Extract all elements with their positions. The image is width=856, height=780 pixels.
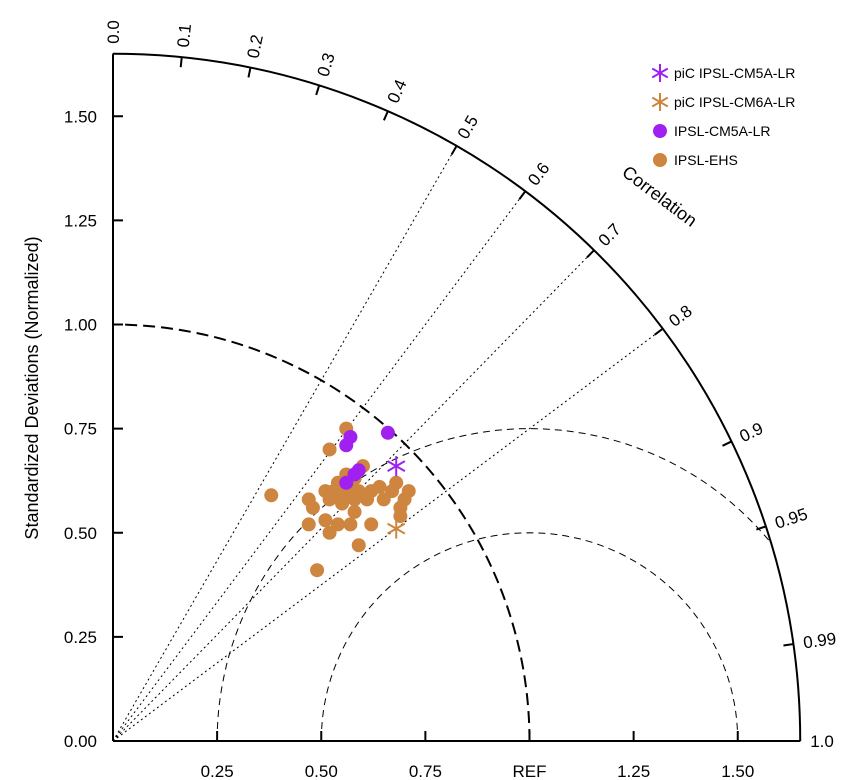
correlation-tick — [382, 110, 389, 121]
data-point — [372, 479, 387, 494]
x-tick-label: 0.25 — [201, 762, 234, 780]
y-tick-label: 0.00 — [64, 732, 97, 751]
data-point — [343, 517, 358, 532]
y-tick-label: 0.25 — [64, 628, 97, 647]
rms-arc — [320, 532, 739, 742]
legend-marker-asterisk — [651, 64, 669, 82]
data-point — [347, 492, 362, 507]
data-point — [318, 513, 333, 528]
legend-marker-circle — [653, 153, 667, 167]
legend-marker-circle — [653, 124, 667, 138]
correlation-radial-line — [112, 328, 664, 742]
data-point — [339, 475, 354, 490]
correlation-tick-label: 0.6 — [524, 159, 553, 189]
correlation-tick — [586, 249, 595, 259]
correlation-tick — [756, 525, 767, 531]
data-point — [351, 538, 366, 553]
legend-entry-label: piC IPSL-CM5A-LR — [674, 65, 795, 81]
data-point — [310, 563, 325, 578]
correlation-tick — [654, 327, 664, 336]
correlation-axis-title: Correlation — [618, 162, 700, 231]
data-point — [347, 504, 362, 519]
correlation-tick-label: 0.8 — [665, 301, 695, 330]
data-point — [376, 492, 391, 507]
data-point — [339, 438, 354, 453]
data-point — [380, 425, 395, 440]
correlation-tick-label: 0.9 — [737, 419, 767, 446]
legend-marker-asterisk — [651, 93, 669, 111]
outer-correlation-arc — [112, 52, 802, 742]
correlation-tick-label: 0.5 — [454, 112, 482, 142]
correlation-tick-label: 0.7 — [595, 220, 625, 250]
data-point — [360, 492, 375, 507]
data-point — [364, 517, 379, 532]
data-point — [322, 442, 337, 457]
correlation-tick-label: 0.0 — [104, 20, 123, 44]
x-tick-label: 0.75 — [409, 762, 442, 780]
x-tick-label: 1.50 — [721, 762, 754, 780]
y-tick-label: 0.75 — [64, 420, 97, 439]
correlation-tick-label: 0.2 — [244, 33, 267, 60]
data-point — [322, 492, 337, 507]
y-tick-label: 0.50 — [64, 524, 97, 543]
y-tick-label: 1.00 — [64, 316, 97, 335]
correlation-tick — [450, 145, 458, 156]
data-point-asterisk — [387, 518, 406, 539]
x-tick-label: REF — [513, 762, 547, 780]
correlation-tick — [179, 57, 183, 68]
correlation-tick — [722, 440, 732, 447]
correlation-radial-line — [112, 190, 526, 742]
data-point — [301, 517, 316, 532]
correlation-tick-label: 0.1 — [174, 23, 195, 48]
data-point-asterisk — [387, 456, 406, 477]
correlation-tick-label: 0.95 — [773, 504, 810, 532]
data-point — [264, 488, 279, 503]
correlation-tick-label: 1.0 — [810, 732, 834, 751]
correlation-tick-label: 0.99 — [802, 629, 837, 652]
rms-arc — [216, 428, 770, 742]
correlation-tick — [518, 190, 527, 200]
correlation-tick-label: 0.4 — [384, 77, 411, 106]
grid-layer — [112, 145, 770, 742]
correlation-tick — [315, 85, 321, 96]
x-tick-label: 0.50 — [305, 762, 338, 780]
correlation-tick — [783, 643, 794, 647]
correlation-tick-label: 0.3 — [314, 51, 339, 79]
data-point — [322, 525, 337, 540]
data-point — [305, 500, 320, 515]
legend-entry-label: piC IPSL-CM6A-LR — [674, 94, 795, 110]
points-layer — [264, 421, 416, 578]
legend: piC IPSL-CM5A-LR piC IPSL-CM6A-LR IPSL-CM5… — [651, 64, 795, 168]
reference-std-arc — [112, 323, 531, 742]
data-point — [335, 496, 350, 511]
x-tick-label: 1.25 — [617, 762, 650, 780]
y-axis-title: Standardized Deviations (Normalized) — [22, 236, 42, 539]
legend-entry-label: IPSL-CM5A-LR — [674, 123, 770, 139]
correlation-tick — [247, 67, 252, 78]
y-tick-label: 1.50 — [64, 107, 97, 126]
legend-entry-label: IPSL-EHS — [674, 152, 738, 168]
y-tick-label: 1.25 — [64, 211, 97, 230]
